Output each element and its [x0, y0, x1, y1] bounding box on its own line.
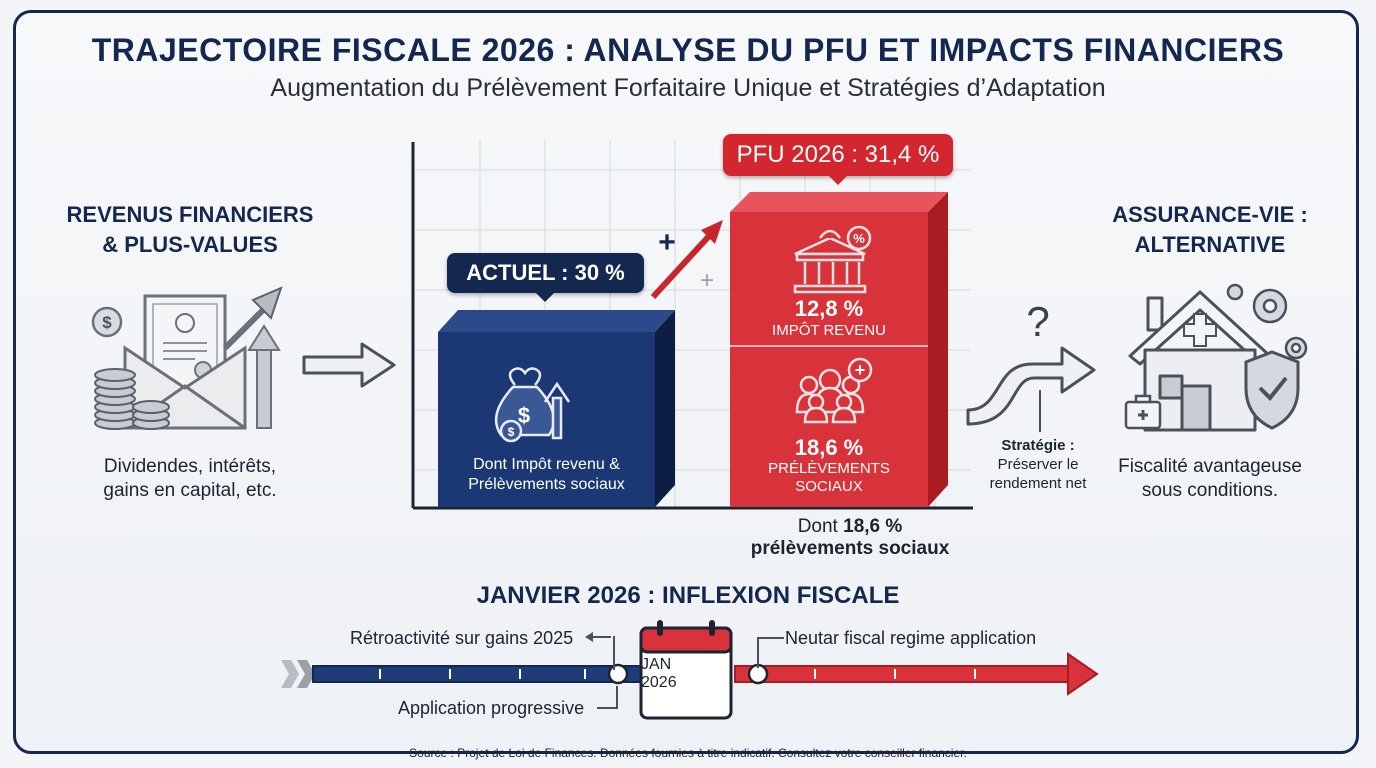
- svg-text:$: $: [508, 425, 515, 439]
- pfu-2026-badge: PFU 2026 : 31,4 %: [723, 134, 953, 176]
- revenus-heading-line-1: REVENUS FINANCIERS: [66, 202, 314, 227]
- impot-revenu-percent: 12,8 %: [794, 296, 864, 321]
- assurance-vie-description-line-2: sous conditions.: [1141, 480, 1279, 501]
- revenus-heading-line-2: & PLUS-VALUES: [102, 232, 278, 257]
- pfu-comparison-graphic: + + $ $ % +: [411, 140, 973, 510]
- prelevements-label-1: PRÉLÈVEMENTS: [768, 460, 890, 477]
- assurance-vie-heading: ASSURANCE-VIE : ALTERNATIVE: [1070, 200, 1350, 260]
- svg-text:%: %: [853, 231, 865, 246]
- calendar-year: 2026: [641, 674, 677, 691]
- timeline-heading: JANVIER 2026 : INFLEXION FISCALE: [476, 582, 900, 609]
- timeline-neutral-label: Neutar fiscal regime application: [785, 628, 1037, 648]
- prelevements-block: 18,6 % PRÉLÈVEMENTS SOCIAUX: [730, 436, 928, 496]
- assurance-vie-heading-line-2: ALTERNATIVE: [1134, 232, 1286, 257]
- prelevements-note-value: 18,6 %: [843, 516, 903, 537]
- svg-text:?: ?: [1026, 298, 1049, 345]
- svg-text:$: $: [518, 403, 530, 428]
- actuel-caption-line-2: Prélèvements sociaux: [468, 476, 625, 493]
- prelevements-note-prefix: Dont: [797, 516, 838, 537]
- timeline-retro-connector: [613, 636, 615, 670]
- svg-text:+: +: [658, 226, 676, 259]
- prelevements-note: Dont 18,6 % prélèvements sociaux: [700, 516, 1000, 560]
- strategy-curved-arrow-icon: ?: [966, 298, 1096, 432]
- revenus-description-line-1: Dividendes, intérêts,: [103, 456, 277, 477]
- actuel-caption-line-1: Dont Impôt revenu &: [473, 456, 620, 473]
- prelevements-percent: 18,6 %: [794, 435, 864, 460]
- page-title: TRAJECTOIRE FISCALE 2026 : ANALYSE DU PF…: [91, 32, 1285, 68]
- page-subtitle: Augmentation du Prélèvement Forfaitaire …: [270, 74, 1106, 102]
- strategy-line-1: Préserver le: [997, 456, 1079, 473]
- revenus-description-line-2: gains en capital, etc.: [103, 480, 277, 501]
- calendar-icon: [639, 620, 733, 720]
- timeline-retro-pointer: [585, 632, 611, 642]
- strategy-line-2: rendement net: [989, 475, 1087, 492]
- calendar-date: JAN 2026: [641, 656, 677, 692]
- envelope-money-icon: $: [91, 286, 283, 430]
- assurance-vie-description: Fiscalité avantageuse sous conditions.: [1070, 455, 1350, 503]
- assurance-vie-heading-line-1: ASSURANCE-VIE :: [1112, 202, 1308, 227]
- timeline-retroactivite-label: Rétroactivité sur gains 2025: [350, 628, 574, 648]
- actuel-badge: ACTUEL : 30 %: [447, 253, 644, 293]
- timeline-progressive-label: Application progressive: [398, 698, 585, 718]
- strategy-title: Stratégie :: [1001, 437, 1075, 454]
- revenus-description: Dividendes, intérêts, gains en capital, …: [40, 455, 340, 503]
- actuel-badge-pointer: [535, 292, 555, 302]
- pfu-badge-pointer: [828, 175, 848, 185]
- source-footnote: Source : Projet de Loi de Finances. Donn…: [409, 746, 967, 760]
- prelevements-note-line-2: prélèvements sociaux: [750, 538, 950, 559]
- svg-text:$: $: [102, 313, 112, 332]
- svg-text:+: +: [855, 360, 866, 380]
- prelevements-label-2: SOCIAUX: [795, 478, 863, 495]
- svg-text:+: +: [700, 267, 714, 294]
- assurance-vie-description-line-1: Fiscalité avantageuse: [1118, 456, 1302, 477]
- timeline-neutral-connector: [757, 637, 784, 668]
- house-shield-gear-icon: [1124, 283, 1308, 432]
- calendar-month: JAN: [641, 656, 672, 673]
- impot-revenu-block: 12,8 % IMPÔT REVENU: [730, 297, 928, 341]
- strategy-block: Stratégie : Préserver le rendement net: [972, 436, 1104, 493]
- impot-revenu-label: IMPÔT REVENU: [772, 322, 886, 339]
- actuel-caption: Dont Impôt revenu & Prélèvements sociaux: [438, 455, 655, 495]
- timeline-progressive-connector: [597, 686, 618, 709]
- revenus-heading: REVENUS FINANCIERS & PLUS-VALUES: [40, 200, 340, 260]
- right-arrow-icon: [302, 342, 396, 388]
